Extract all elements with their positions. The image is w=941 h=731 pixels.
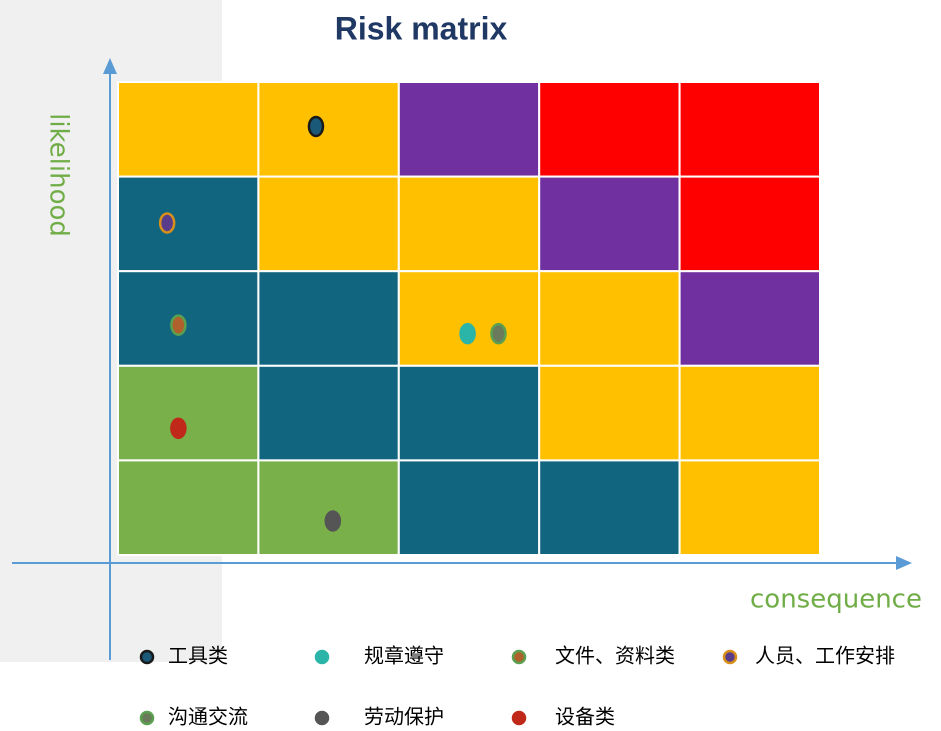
data-point: [170, 314, 187, 336]
matrix-cell: [117, 175, 260, 273]
legend-marker: [139, 649, 155, 665]
matrix-cell: [397, 270, 541, 367]
legend-marker: [511, 710, 527, 726]
matrix-cell: [678, 270, 821, 367]
points: [158, 115, 507, 532]
matrix-cell: [397, 459, 541, 556]
y-arrow: [103, 58, 117, 74]
matrix-cell: [397, 364, 541, 462]
data-point: [170, 417, 187, 439]
matrix-cell: [397, 175, 541, 273]
matrix-cell: [257, 81, 400, 178]
matrix-cell: [117, 364, 260, 462]
legend-label: 沟通交流: [168, 705, 248, 729]
matrix-cell: [397, 81, 541, 178]
matrix-cell: [678, 81, 821, 178]
legend-marker: [314, 710, 330, 726]
legend-label: 文件、资料类: [555, 644, 675, 668]
matrix-cell: [538, 81, 681, 178]
legend-marker: [139, 710, 155, 726]
x-axis-label: consequence: [750, 585, 922, 615]
matrix-cell: [117, 270, 260, 367]
matrix-cell: [117, 459, 260, 556]
matrix-cell: [257, 175, 400, 273]
matrix-cell: [538, 175, 681, 273]
data-point: [490, 322, 507, 345]
legend-label: 工具类: [168, 644, 228, 668]
matrix-cell: [538, 270, 681, 367]
matrix-cell: [678, 175, 821, 273]
y-axis-label: likelihood: [44, 113, 74, 237]
data-point: [324, 510, 342, 532]
legend-label: 设备类: [555, 705, 615, 729]
data-point: [158, 212, 176, 234]
matrix-cell: [678, 364, 821, 462]
matrix: [117, 81, 821, 556]
legend-label: 人员、工作安排: [755, 644, 895, 668]
matrix-cell: [257, 270, 400, 367]
data-point: [459, 322, 476, 345]
matrix-cell: [257, 364, 400, 462]
legend-label: 劳动保护: [364, 705, 444, 729]
legend-marker: [722, 649, 738, 665]
matrix-cell: [538, 364, 681, 462]
legend-label: 规章遵守: [364, 644, 444, 668]
data-point: [307, 115, 325, 138]
legend-marker: [511, 649, 527, 665]
matrix-cell: [257, 459, 400, 556]
chart-title: Risk matrix: [335, 10, 508, 46]
matrix-cell: [538, 459, 681, 556]
matrix-cell: [678, 459, 821, 556]
matrix-cell: [117, 81, 260, 178]
x-arrow: [896, 556, 912, 570]
legend-marker: [314, 649, 330, 665]
